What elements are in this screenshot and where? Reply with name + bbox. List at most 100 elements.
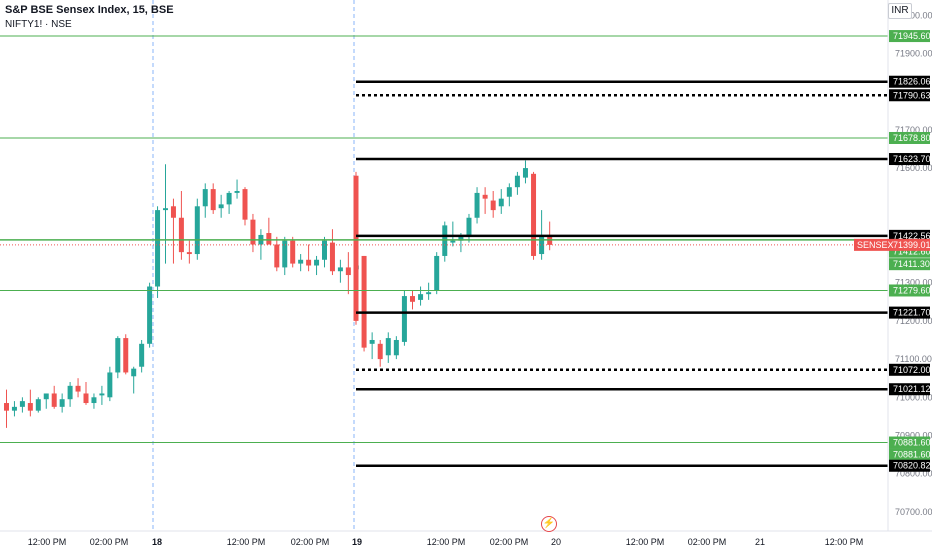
- time-tick-label: 02:00 PM: [90, 537, 129, 547]
- price-label-badge[interactable]: [889, 258, 930, 271]
- chart-title: S&P BSE Sensex Index, 15, BSE: [5, 4, 174, 16]
- price-label-badge[interactable]: [889, 153, 930, 166]
- price-label-badge[interactable]: [889, 363, 930, 376]
- candle-body[interactable]: [234, 191, 240, 193]
- candle-body[interactable]: [385, 338, 391, 356]
- candle-body[interactable]: [298, 259, 304, 264]
- candle-body[interactable]: [59, 399, 65, 407]
- candle-body[interactable]: [282, 240, 288, 268]
- candle-body[interactable]: [329, 242, 335, 272]
- candle-body[interactable]: [147, 286, 153, 344]
- candle-body[interactable]: [242, 189, 248, 220]
- candle-body[interactable]: [170, 206, 176, 218]
- price-label-text: 71411.30: [893, 259, 930, 269]
- last-price-value: 71399.01: [893, 240, 931, 250]
- price-label-badge[interactable]: [889, 75, 930, 88]
- candle-body[interactable]: [99, 393, 105, 396]
- candle-body[interactable]: [474, 192, 480, 218]
- candle-body[interactable]: [67, 385, 73, 400]
- time-tick-label: 02:00 PM: [490, 537, 529, 547]
- candle-body[interactable]: [83, 393, 89, 404]
- candle-body[interactable]: [514, 175, 520, 188]
- candle-body[interactable]: [506, 187, 512, 197]
- candle-body[interactable]: [450, 240, 456, 243]
- candle-body[interactable]: [401, 296, 407, 342]
- candle-body[interactable]: [274, 244, 280, 268]
- flash-icon[interactable]: ⚡: [541, 516, 557, 532]
- candle-body[interactable]: [19, 401, 25, 407]
- candle-body[interactable]: [539, 236, 545, 255]
- candle-body[interactable]: [91, 397, 97, 404]
- price-tick-label: 70900.00: [895, 430, 932, 440]
- candle-body[interactable]: [377, 343, 383, 360]
- candle-body[interactable]: [426, 292, 432, 295]
- candle-body[interactable]: [522, 168, 528, 178]
- candle-body[interactable]: [194, 206, 200, 255]
- candle-body[interactable]: [337, 267, 343, 272]
- candle-body[interactable]: [178, 217, 184, 253]
- price-label-badge[interactable]: [889, 383, 930, 396]
- candle-body[interactable]: [163, 208, 168, 211]
- candle-body[interactable]: [458, 236, 464, 241]
- candle-body[interactable]: [139, 343, 145, 367]
- time-tick-label: 20: [551, 537, 561, 547]
- candle-body[interactable]: [218, 204, 224, 209]
- candle-body[interactable]: [418, 294, 424, 300]
- candle-body[interactable]: [107, 372, 113, 398]
- candle-body[interactable]: [35, 399, 41, 411]
- price-tick-label: 71000.00: [895, 392, 932, 402]
- price-label-badge[interactable]: [889, 30, 930, 43]
- candle-body[interactable]: [115, 338, 121, 373]
- candle-body[interactable]: [131, 368, 137, 377]
- price-tick-label: 71700.00: [895, 125, 932, 135]
- price-tick-label: 70700.00: [895, 507, 932, 517]
- candle-body[interactable]: [466, 217, 472, 237]
- candle-body[interactable]: [43, 393, 49, 400]
- candle-body[interactable]: [186, 252, 192, 255]
- price-label-badge[interactable]: [889, 459, 930, 472]
- candle-body[interactable]: [531, 173, 537, 256]
- price-label-badge[interactable]: [889, 436, 930, 449]
- time-tick-label: 12:00 PM: [626, 537, 665, 547]
- candle-body[interactable]: [306, 259, 312, 266]
- price-label-badge[interactable]: [889, 131, 930, 144]
- price-label-text: 70820.82: [893, 461, 931, 471]
- time-tick-label: 12:00 PM: [28, 537, 67, 547]
- currency-button[interactable]: INR: [888, 3, 912, 19]
- candle-body[interactable]: [4, 403, 9, 411]
- price-tick-label: 72000.00: [895, 10, 932, 20]
- candle-body[interactable]: [393, 339, 399, 356]
- price-label-badge[interactable]: [889, 284, 930, 297]
- price-label-text: 71422.56: [893, 231, 931, 241]
- candle-body[interactable]: [155, 210, 161, 287]
- price-label-text: 71279.60: [893, 285, 931, 295]
- candle-body[interactable]: [409, 296, 415, 302]
- last-price-badge[interactable]: [854, 238, 930, 251]
- candle-body[interactable]: [361, 255, 367, 348]
- candle-body[interactable]: [210, 189, 216, 211]
- price-label-badge[interactable]: [889, 448, 930, 461]
- candle-body[interactable]: [123, 338, 129, 373]
- candle-body[interactable]: [434, 255, 440, 291]
- candle-body[interactable]: [27, 403, 33, 411]
- candle-body[interactable]: [498, 198, 504, 207]
- candle-body[interactable]: [250, 219, 256, 245]
- candle-body[interactable]: [51, 393, 57, 407]
- candle-body[interactable]: [369, 339, 375, 344]
- candle-body[interactable]: [202, 189, 208, 207]
- price-label-badge[interactable]: [889, 306, 930, 319]
- price-label-badge[interactable]: [889, 89, 930, 102]
- candle-body[interactable]: [11, 406, 17, 411]
- candle-body[interactable]: [322, 240, 327, 260]
- candle-body[interactable]: [353, 175, 359, 321]
- candle-body[interactable]: [290, 240, 296, 264]
- price-tick-label: 71900.00: [895, 48, 932, 58]
- candle-body[interactable]: [345, 267, 351, 276]
- candle-body[interactable]: [314, 259, 320, 266]
- candle-body[interactable]: [75, 385, 81, 392]
- candle-body[interactable]: [482, 194, 488, 199]
- candle-body[interactable]: [490, 200, 496, 211]
- candle-body[interactable]: [226, 192, 232, 205]
- candle-body[interactable]: [266, 233, 272, 245]
